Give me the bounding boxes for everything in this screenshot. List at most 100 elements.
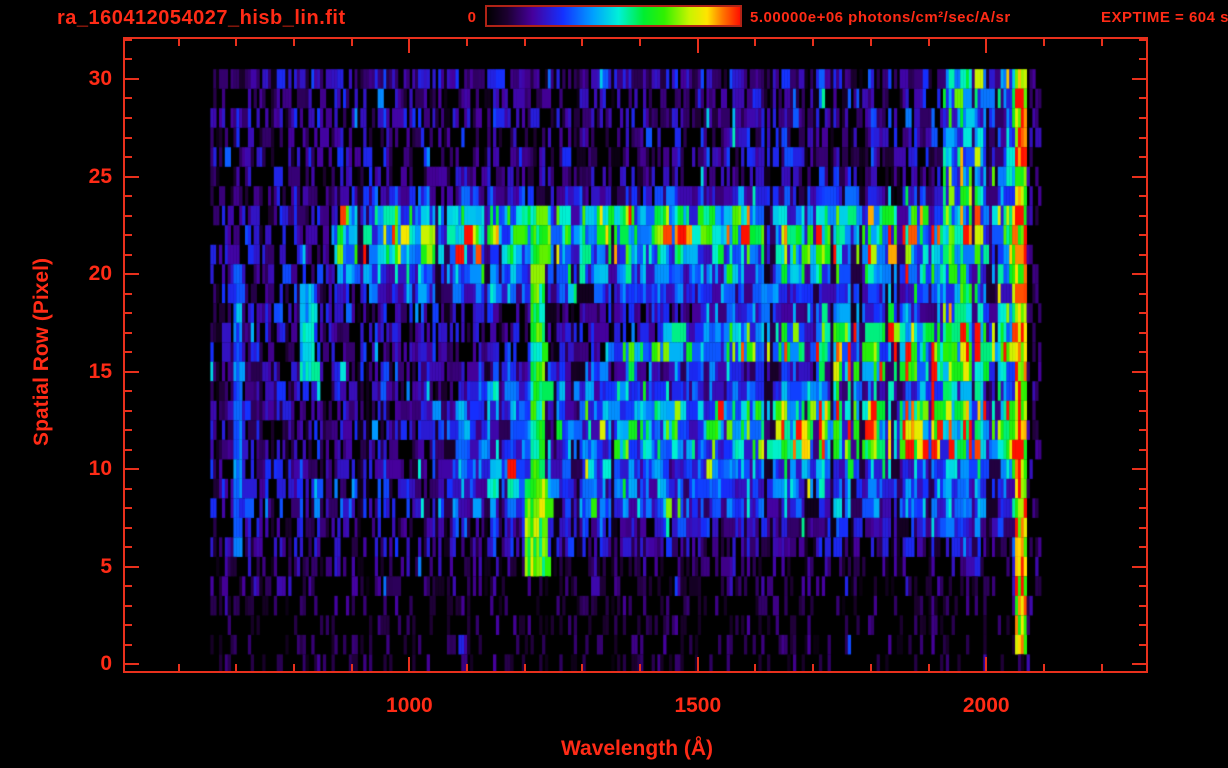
x-minor-tick xyxy=(581,39,584,46)
y-major-tick xyxy=(125,468,139,471)
x-major-tick xyxy=(985,39,988,53)
y-minor-tick xyxy=(1139,390,1146,393)
colorbar-min-label: 0 xyxy=(467,9,476,26)
y-tick-label: 30 xyxy=(88,66,112,90)
y-tick-label: 10 xyxy=(88,457,112,481)
y-minor-tick xyxy=(125,526,132,529)
plot-frame xyxy=(123,37,1148,673)
x-major-tick xyxy=(408,39,411,53)
y-major-tick xyxy=(125,565,139,568)
y-minor-tick xyxy=(1139,429,1146,432)
y-minor-tick xyxy=(1139,253,1146,256)
y-major-tick xyxy=(125,370,139,373)
y-major-tick xyxy=(1132,565,1146,568)
y-minor-tick xyxy=(1139,156,1146,158)
y-minor-tick xyxy=(1139,448,1146,451)
x-minor-tick xyxy=(869,39,872,46)
x-minor-tick xyxy=(869,664,872,671)
x-minor-tick xyxy=(293,39,295,46)
y-minor-tick xyxy=(1139,292,1146,295)
y-minor-tick xyxy=(125,331,132,334)
y-minor-tick xyxy=(1139,234,1146,237)
y-minor-tick xyxy=(125,604,132,607)
y-minor-tick xyxy=(125,156,132,158)
y-minor-tick xyxy=(125,448,132,451)
y-minor-tick xyxy=(1139,351,1146,354)
y-major-tick xyxy=(125,77,139,80)
y-minor-tick xyxy=(1139,97,1146,100)
x-minor-tick xyxy=(639,39,642,46)
y-minor-tick xyxy=(125,390,132,393)
y-minor-tick xyxy=(125,487,132,490)
x-major-tick xyxy=(696,657,699,671)
x-minor-tick xyxy=(754,39,757,46)
x-tick-label: 1000 xyxy=(386,694,433,717)
y-major-tick xyxy=(1132,273,1146,276)
y-axis-title: Spatial Row (Pixel) xyxy=(30,258,53,446)
x-minor-tick xyxy=(1042,664,1045,671)
x-minor-tick xyxy=(466,664,469,671)
x-minor-tick xyxy=(235,664,238,671)
y-major-tick xyxy=(125,175,139,178)
x-minor-tick xyxy=(1100,664,1103,671)
y-minor-tick xyxy=(125,546,132,549)
y-minor-tick xyxy=(1139,331,1146,334)
y-minor-tick xyxy=(1139,117,1146,119)
y-major-tick xyxy=(1132,175,1146,178)
y-minor-tick xyxy=(1139,526,1146,529)
y-major-tick xyxy=(1132,77,1146,80)
y-minor-tick xyxy=(125,292,132,295)
y-minor-tick xyxy=(125,312,132,315)
y-minor-tick xyxy=(1139,487,1146,490)
x-minor-tick xyxy=(1042,39,1045,46)
x-major-tick xyxy=(696,39,699,53)
y-major-tick xyxy=(125,273,139,276)
x-minor-tick xyxy=(466,39,469,46)
y-minor-tick xyxy=(125,117,132,119)
y-tick-label: 20 xyxy=(88,262,112,286)
x-minor-tick xyxy=(177,39,180,46)
y-major-tick xyxy=(1132,370,1146,373)
y-minor-tick xyxy=(1139,507,1146,510)
x-axis-title: Wavelength (Å) xyxy=(560,737,714,760)
y-minor-tick xyxy=(125,624,132,627)
x-minor-tick xyxy=(581,664,584,671)
x-minor-tick xyxy=(927,664,930,671)
y-minor-tick xyxy=(1139,58,1146,61)
y-minor-tick xyxy=(125,429,132,432)
y-minor-tick xyxy=(125,507,132,510)
x-minor-tick xyxy=(235,39,238,46)
x-major-tick xyxy=(408,657,411,671)
y-minor-tick xyxy=(1139,643,1146,646)
y-minor-tick xyxy=(1139,312,1146,315)
y-minor-tick xyxy=(125,214,132,217)
y-minor-tick xyxy=(1139,38,1146,41)
x-minor-tick xyxy=(293,664,295,671)
x-minor-tick xyxy=(1100,39,1103,46)
y-minor-tick xyxy=(1139,409,1146,412)
x-minor-tick xyxy=(812,664,815,671)
y-minor-tick xyxy=(125,253,132,256)
y-tick-label: 0 xyxy=(100,652,112,676)
y-minor-tick xyxy=(125,351,132,354)
y-tick-label: 15 xyxy=(88,359,112,383)
x-major-tick xyxy=(985,657,988,671)
y-minor-tick xyxy=(125,643,132,646)
y-minor-tick xyxy=(125,58,132,61)
y-minor-tick xyxy=(125,136,132,139)
y-minor-tick xyxy=(125,409,132,412)
colorbar-gradient xyxy=(485,5,742,27)
x-minor-tick xyxy=(927,39,930,46)
y-minor-tick xyxy=(125,38,132,41)
y-minor-tick xyxy=(1139,546,1146,549)
y-minor-tick xyxy=(1139,585,1146,588)
y-minor-tick xyxy=(125,585,132,588)
x-minor-tick xyxy=(177,664,180,671)
x-tick-label: 2000 xyxy=(962,694,1010,717)
y-major-tick xyxy=(125,663,139,666)
x-minor-tick xyxy=(754,664,757,671)
y-minor-tick xyxy=(125,234,132,237)
spectrogram-heatmap xyxy=(125,39,1146,671)
y-minor-tick xyxy=(1139,604,1146,607)
